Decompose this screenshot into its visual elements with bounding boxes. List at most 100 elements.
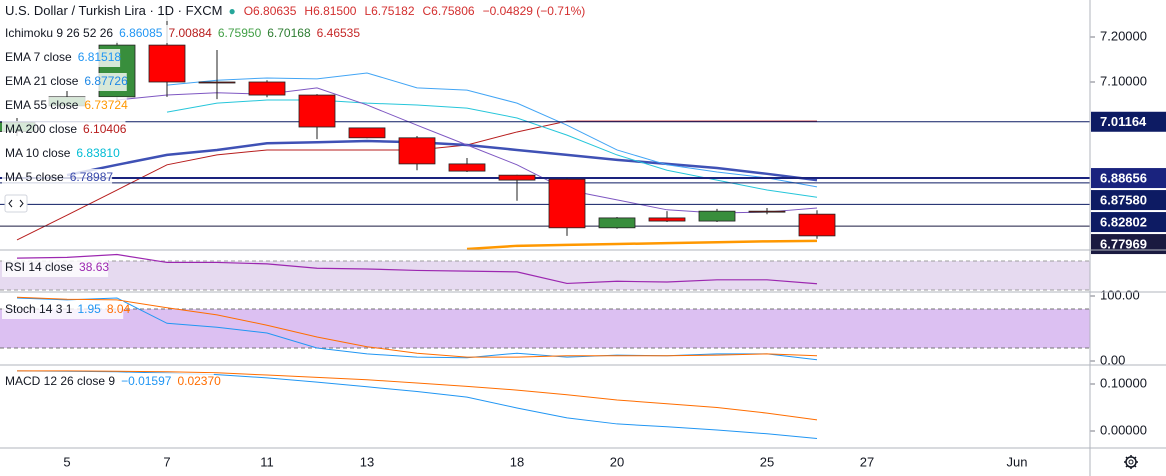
x-tick-label: 7: [163, 454, 170, 469]
legend-label: MA 10 close: [5, 146, 71, 160]
axes: 7.20000 7.10000 7.01164 6.88656 6.87580 6.828…: [63, 28, 1166, 469]
legend-label: EMA 7 close: [5, 50, 72, 64]
candle-body: [298, 94, 336, 128]
price-tag: [1091, 168, 1166, 189]
ohlc: C6.75806: [423, 4, 475, 18]
legend-label: MACD 12 26 close 9: [5, 374, 115, 388]
stoch-band: [0, 308, 1090, 349]
legend-row: U.S. Dollar / Turkish Lira · 1D · FXCM ● O…: [5, 3, 585, 18]
legend: U.S. Dollar / Turkish Lira · 1D · FXCM ● O…: [2, 3, 585, 391]
indicator-line: [66, 139, 818, 182]
legend-value: 6.46535: [317, 26, 361, 40]
price-tag-label: 6.82802: [1100, 214, 1147, 229]
legend-row: MACD 12 26 close 9 −0.01597 0.02370: [5, 374, 221, 388]
x-tick-label: 13: [360, 454, 374, 469]
candle-body: [798, 213, 836, 237]
legend-value: 6.10406: [83, 122, 127, 136]
price-tag: [1091, 212, 1166, 233]
legend-value: −0.01597: [121, 374, 172, 388]
legend-row: RSI 14 close 38.63: [5, 260, 109, 274]
legend-row: EMA 55 close 6.73724: [5, 98, 128, 112]
legend-row: Ichimoku 9 26 52 26 6.86085 7.00884 6.75950…: [5, 26, 360, 40]
y-tick-label: 7.20000: [1100, 28, 1147, 43]
price-tag: [1091, 111, 1166, 132]
legend-background: [2, 373, 214, 391]
legend-value: 38.63: [79, 260, 109, 274]
settings-icon[interactable]: [1124, 455, 1138, 469]
x-tick-label: 5: [63, 454, 70, 469]
legend-value: 6.70168: [267, 26, 311, 40]
price-tag: [1091, 234, 1166, 255]
x-tick-label: 20: [610, 454, 624, 469]
candle-body: [648, 217, 686, 222]
price-tag-label: 6.88656: [1100, 170, 1147, 185]
legend-background: [2, 3, 567, 21]
macd-line: [17, 370, 818, 421]
legend-background: [2, 97, 127, 115]
legend-value: 6.75950: [218, 26, 262, 40]
legend-value: 1.95: [78, 302, 102, 316]
legend-value: 6.87726: [84, 74, 128, 88]
x-tick-label: Jun: [1007, 454, 1028, 469]
legend-row: EMA 21 close 6.87726: [5, 74, 128, 88]
legend-background: [2, 301, 124, 319]
price-tag: [1091, 190, 1166, 211]
candle-body: [398, 137, 436, 165]
collapse-button[interactable]: [4, 194, 28, 213]
legend-row: MA 10 close 6.83810: [5, 146, 120, 160]
candle-body: [348, 127, 386, 139]
legend-background: [2, 259, 109, 277]
indicator-panes: [0, 253, 1090, 439]
legend-value: 6.73724: [84, 98, 128, 112]
legend-label: U.S. Dollar / Turkish Lira · 1D · FXCM: [5, 3, 222, 18]
x-tick-label: 27: [860, 454, 874, 469]
indicator-line: [466, 239, 818, 250]
legend-label: Stoch 14 3 1: [5, 302, 73, 316]
x-tick-label: 18: [510, 454, 524, 469]
legend-background: [2, 49, 121, 67]
legend-value: 0.02370: [177, 374, 221, 388]
macd-line: [16, 370, 818, 439]
y-tick-label: 100.00: [1100, 287, 1140, 302]
legend-row: Stoch 14 3 1 1.95 8.04: [5, 302, 131, 316]
legend-label: MA 200 close: [5, 122, 77, 136]
legend-background: [2, 121, 126, 139]
ohlc: O6.80635: [244, 4, 297, 18]
legend-row: EMA 7 close 6.81518: [5, 50, 121, 64]
indicator-line: [166, 72, 818, 188]
legend-label: RSI 14 close: [5, 260, 73, 274]
stoch-line: [16, 296, 818, 358]
legend-background: [2, 145, 119, 163]
legend-background: [2, 73, 127, 91]
candle-body: [448, 163, 486, 172]
candle-body: [248, 81, 286, 96]
status-dot: ●: [228, 4, 235, 18]
legend-label: MA 5 close: [5, 170, 64, 184]
ohlc: −0.04829 (−0.71%): [483, 4, 586, 18]
legend-value: 6.86085: [119, 26, 163, 40]
candle-body: [198, 81, 236, 84]
legend-value: 6.78987: [70, 170, 114, 184]
legend-value: 8.04: [107, 302, 131, 316]
candle-body: [698, 210, 736, 222]
ohlc: L6.75182: [364, 4, 414, 18]
legend-row: MA 5 close 6.78987: [5, 170, 113, 184]
y-tick-label: 0.10000: [1100, 375, 1147, 390]
x-tick-label: 11: [260, 454, 274, 469]
y-tick-label: 0.00: [1100, 352, 1125, 367]
candle-body: [498, 174, 536, 181]
price-tag-label: 6.87580: [1100, 192, 1147, 207]
candle-body: [748, 210, 786, 213]
legend-value: 7.00884: [168, 26, 212, 40]
price-tag-label: 6.77969: [1100, 236, 1147, 251]
rsi-band: [0, 261, 1090, 290]
legend-value: 6.83810: [76, 146, 120, 160]
candle-body: [598, 217, 636, 229]
legend-background: [2, 169, 113, 187]
legend-label: EMA 55 close: [5, 98, 79, 112]
legend-row: MA 200 close 6.10406: [5, 122, 127, 136]
price-tag-label: 7.01164: [1100, 114, 1147, 129]
legend-value: 6.81518: [78, 50, 122, 64]
legend-label: Ichimoku 9 26 52 26: [5, 26, 113, 40]
